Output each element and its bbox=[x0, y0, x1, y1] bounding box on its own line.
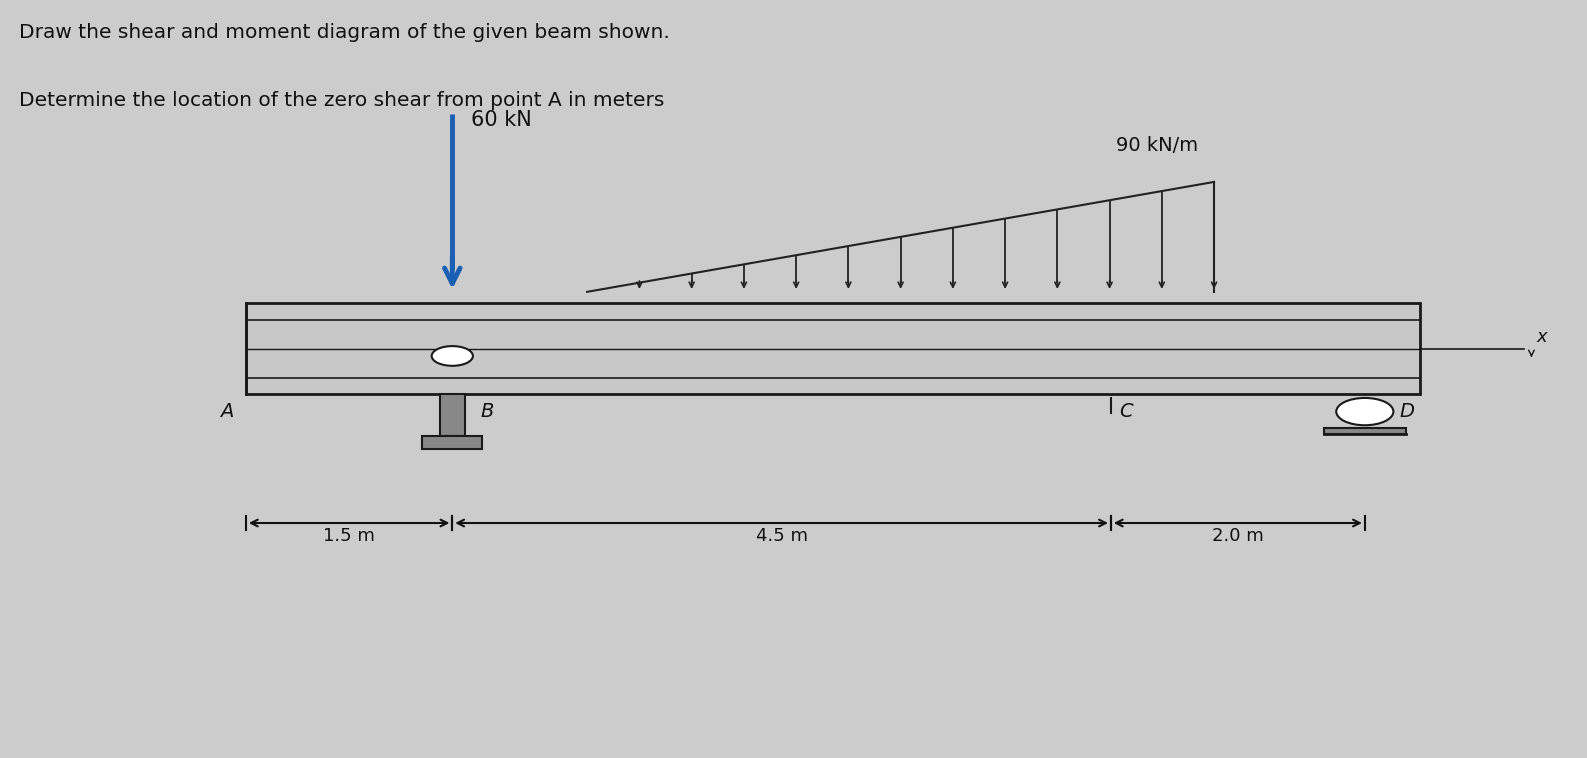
Bar bbox=[1324, 428, 1406, 434]
Circle shape bbox=[1336, 398, 1393, 425]
Bar bbox=[422, 436, 482, 449]
Text: A: A bbox=[221, 402, 233, 421]
Text: 2.0 m: 2.0 m bbox=[1212, 527, 1263, 545]
Text: 60 kN: 60 kN bbox=[471, 110, 532, 130]
Text: 4.5 m: 4.5 m bbox=[755, 527, 808, 545]
Text: 1.5 m: 1.5 m bbox=[324, 527, 375, 545]
Text: 90 kN/m: 90 kN/m bbox=[1116, 136, 1198, 155]
Circle shape bbox=[432, 346, 473, 366]
Text: D: D bbox=[1400, 402, 1414, 421]
Text: B: B bbox=[481, 402, 494, 421]
Text: Determine the location of the zero shear from point A in meters: Determine the location of the zero shear… bbox=[19, 91, 665, 110]
Text: x: x bbox=[1536, 328, 1547, 346]
Bar bbox=[440, 394, 465, 436]
Bar bbox=[246, 303, 1420, 394]
Text: C: C bbox=[1119, 402, 1133, 421]
Text: Draw the shear and moment diagram of the given beam shown.: Draw the shear and moment diagram of the… bbox=[19, 23, 670, 42]
